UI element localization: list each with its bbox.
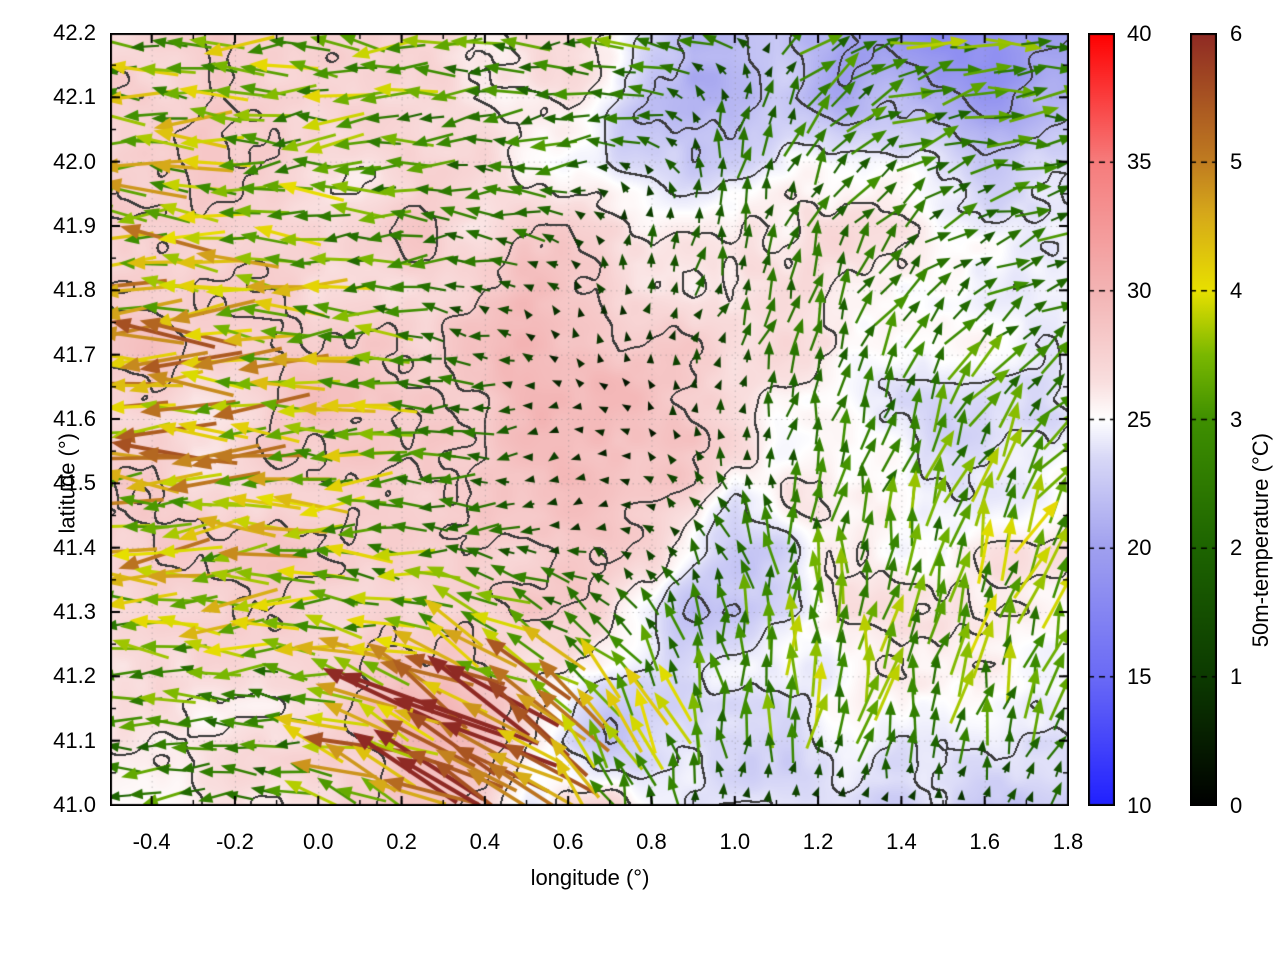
temperature-colorbar-tick-label: 20 — [1127, 535, 1152, 561]
x-tick-label: 1.4 — [886, 829, 917, 854]
x-tick-label: 0.2 — [386, 829, 417, 854]
y-tick-label: 42.1 — [53, 84, 96, 110]
y-tick-label: 42.2 — [53, 20, 96, 45]
wind-colorbar-tick-label: 2 — [1230, 535, 1243, 561]
temperature-colorbar-tick-label: 35 — [1127, 149, 1152, 175]
x-tick-label: 1.8 — [1052, 829, 1084, 854]
y-tick-label: 41.3 — [53, 599, 96, 624]
y-tick-label: 41.4 — [53, 534, 96, 560]
temperature-colorbar-tick-label: 15 — [1127, 663, 1152, 689]
map-plot-canvas — [110, 33, 1069, 806]
wind-colorbar-tick-label: 5 — [1230, 149, 1243, 175]
temperature-colorbar-tick-label: 25 — [1127, 406, 1152, 432]
wind-colorbar-tick-label: 6 — [1230, 20, 1243, 46]
temperature-colorbar-title: 50m-temperature (°C) — [1248, 433, 1274, 648]
y-tick-label: 41.2 — [53, 663, 96, 689]
y-tick-label: 41.5 — [53, 470, 96, 496]
wind-colorbar — [1190, 33, 1217, 806]
y-tick-label: 41.6 — [53, 406, 96, 431]
y-tick-label: 41.8 — [53, 277, 96, 303]
temperature-colorbar-tick-label: 40 — [1127, 20, 1152, 46]
x-tick-label: -0.2 — [215, 829, 254, 854]
x-tick-label: 1.0 — [719, 829, 751, 854]
x-axis-title: longitude (°) — [530, 865, 650, 890]
y-tick-label: 42.0 — [53, 148, 96, 174]
y-tick-label: 41.9 — [53, 213, 96, 238]
x-tick-label: -0.4 — [132, 829, 171, 854]
x-tick-label: 0.4 — [469, 829, 501, 854]
temperature-colorbar — [1088, 33, 1115, 806]
wind-colorbar-tick-label: 3 — [1230, 406, 1243, 432]
temperature-colorbar-tick-label: 30 — [1127, 277, 1152, 303]
wind-colorbar-tick-label: 0 — [1230, 792, 1243, 818]
y-tick-label: 41.7 — [53, 341, 96, 367]
x-tick-label: 1.6 — [969, 829, 1000, 854]
x-tick-label: 0.6 — [552, 829, 584, 854]
x-tick-label: 1.2 — [802, 829, 834, 854]
temperature-colorbar-tick-label: 10 — [1127, 792, 1152, 818]
y-tick-label: 41.0 — [53, 792, 96, 817]
wind-colorbar-tick-label: 1 — [1230, 663, 1243, 689]
y-tick-label: 41.1 — [53, 727, 96, 753]
x-tick-label: 0.0 — [302, 829, 334, 854]
wind-colorbar-tick-label: 4 — [1230, 277, 1243, 303]
x-tick-label: 0.8 — [636, 829, 667, 854]
